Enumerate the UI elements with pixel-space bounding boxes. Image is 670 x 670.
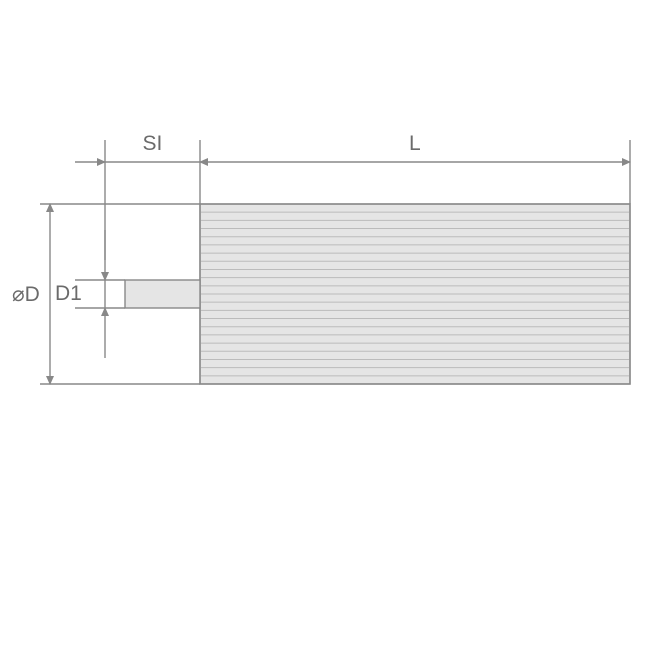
dimension-label-D: ⌀D — [12, 282, 40, 307]
dimension-label-SI: SI — [143, 132, 163, 156]
drawing-svg — [0, 0, 670, 670]
dimension-label-L: L — [409, 132, 421, 156]
technical-drawing — [0, 0, 670, 670]
dimension-label-D1: D1 — [55, 282, 82, 306]
